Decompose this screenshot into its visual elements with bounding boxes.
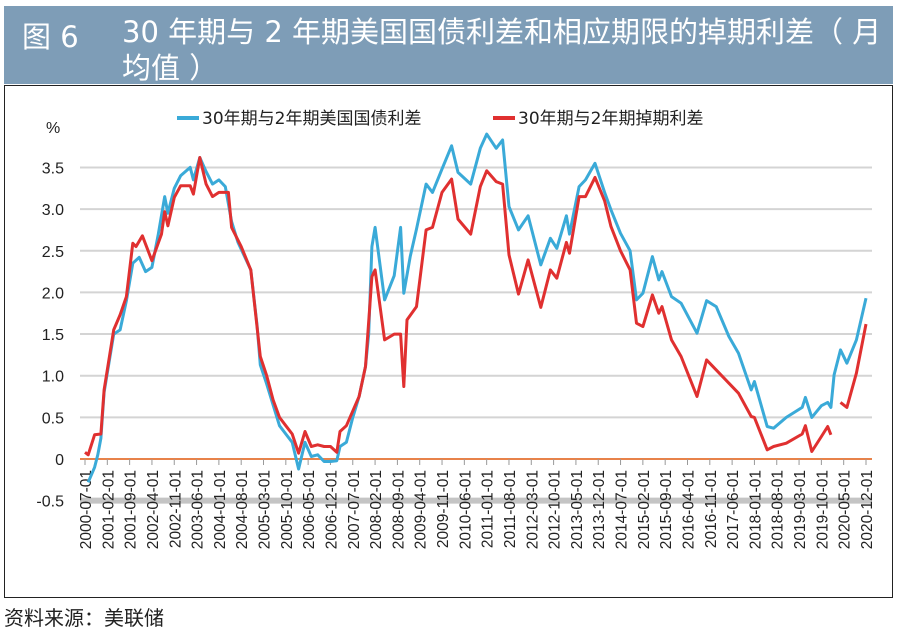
x-tick-label: 2013-05-01 xyxy=(569,470,586,549)
x-tick-label: 2010-06-01 xyxy=(457,470,474,549)
y-axis-unit: % xyxy=(46,120,60,137)
x-tick-label: 2011-08-01 xyxy=(502,470,519,548)
figure-title-banner: 图 6 30 年期与 2 年期美国国债利差和相应期限的掉期利差（ 月均值 ） xyxy=(4,6,893,85)
y-tick-label: -0.5 xyxy=(36,494,64,511)
x-tick-label: 2004-08-01 xyxy=(234,470,251,549)
x-tick-label: 2008-02-01 xyxy=(368,470,385,549)
legend-label-1: 30年期与2年期美国国债利差 xyxy=(202,109,421,129)
x-tick-label: 2015-09-01 xyxy=(658,470,675,549)
x-tick-label: 2003-06-01 xyxy=(190,470,207,549)
x-tick-label: 2012-10-01 xyxy=(547,470,564,549)
x-tick-label: 2005-03-01 xyxy=(257,470,274,549)
x-tick-label: 2016-11-01 xyxy=(703,470,720,548)
y-tick-label: 1.5 xyxy=(42,327,64,344)
y-tick-label: 2.0 xyxy=(42,285,64,302)
x-tick-label: 2013-12-01 xyxy=(591,470,608,549)
x-tick-label: 2018-01-01 xyxy=(747,470,764,549)
x-tick-label: 2017-06-01 xyxy=(725,470,742,549)
x-tick-label: 2009-11-01 xyxy=(435,470,452,548)
x-tick-label: 2020-12-01 xyxy=(859,470,876,549)
y-tick-label: 1.0 xyxy=(42,369,64,386)
chart-frame xyxy=(4,85,893,598)
x-tick-label: 2014-07-01 xyxy=(614,470,631,549)
x-tick-label: 2006-05-01 xyxy=(301,470,318,549)
x-tick-label: 2012-03-01 xyxy=(524,470,541,549)
x-tick-label: 2001-02-01 xyxy=(100,470,117,549)
x-tick-label: 2006-12-01 xyxy=(323,470,340,549)
series-line-2 xyxy=(84,156,833,457)
x-tick-label: 2002-11-01 xyxy=(167,470,184,548)
figure-number: 图 6 xyxy=(22,20,79,54)
series-line-1 xyxy=(86,132,868,483)
x-tick-label: 2008-09-01 xyxy=(390,470,407,549)
y-tick-label: 0 xyxy=(55,452,64,469)
x-tick-label: 2000-07-01 xyxy=(78,470,95,549)
legend-label-2: 30年期与2年期掉期利差 xyxy=(518,109,703,129)
x-tick-label: 2004-01-01 xyxy=(212,470,229,549)
y-tick-label: 3.0 xyxy=(42,202,64,219)
source-note: 资料来源：美联储 xyxy=(4,606,164,630)
x-tick-label: 2005-10-01 xyxy=(279,470,296,549)
y-tick-label: 0.5 xyxy=(42,410,64,427)
x-tick-label: 2020-05-01 xyxy=(837,470,854,549)
x-tick-label: 2019-03-01 xyxy=(792,470,809,549)
y-tick-label: 2.5 xyxy=(42,244,64,261)
x-tick-label: 2002-04-01 xyxy=(145,470,162,549)
x-tick-label: 2019-10-01 xyxy=(814,470,831,549)
x-tick-label: 2009-04-01 xyxy=(413,470,430,549)
series-line-2 xyxy=(839,323,868,409)
x-tick-label: 2011-01-01 xyxy=(480,470,497,548)
y-tick-label: 3.5 xyxy=(42,160,64,177)
x-tick-label: 2007-07-01 xyxy=(346,470,363,549)
x-tick-label: 2001-09-01 xyxy=(123,470,140,549)
x-tick-label: 2016-04-01 xyxy=(680,470,697,549)
figure-title: 30 年期与 2 年期美国国债利差和相应期限的掉期利差（ 月均值 ） xyxy=(122,15,882,85)
x-tick-label: 2015-02-01 xyxy=(636,470,653,549)
x-tick-label: 2018-08-01 xyxy=(770,470,787,549)
